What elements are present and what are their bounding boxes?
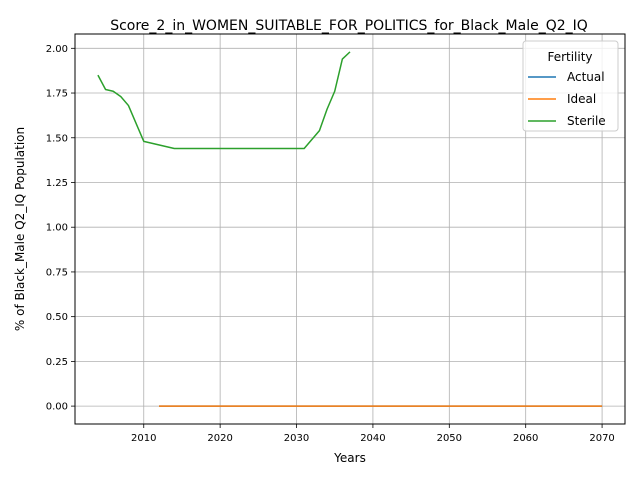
y-axis-label: % of Black_Male Q2_IQ Population [13, 127, 27, 331]
x-tick-label: 2050 [437, 433, 462, 444]
legend-title: Fertility [547, 50, 592, 64]
legend-label-ideal: Ideal [567, 92, 596, 106]
chart-title: Score_2_in_WOMEN_SUITABLE_FOR_POLITICS_f… [110, 18, 588, 34]
x-tick-label: 2040 [360, 433, 385, 444]
y-tick-label: 1.75 [46, 89, 68, 100]
y-tick-label: 2.00 [46, 44, 68, 55]
y-tick-label: 1.00 [46, 223, 68, 234]
y-tick-label: 1.25 [46, 178, 68, 189]
y-tick-label: 0.50 [46, 312, 68, 323]
y-tick-label: 0.25 [46, 357, 68, 368]
x-tick-label: 2030 [284, 433, 309, 444]
y-tick-label: 0.75 [46, 267, 68, 278]
x-tick-label: 2020 [207, 433, 232, 444]
y-tick-label: 0.00 [46, 402, 68, 413]
legend-box [522, 40, 619, 132]
x-tick-label: 2070 [589, 433, 614, 444]
legend-label-actual: Actual [567, 70, 605, 84]
legend-label-sterile: Sterile [567, 114, 606, 128]
axis-ticks: 2010 2020 2030 2040 2050 2060 2070 0.00 0.25 0.50… [46, 44, 615, 444]
x-tick-label: 2010 [131, 433, 156, 444]
series-line-sterile [97, 51, 351, 150]
y-tick-label: 1.50 [46, 133, 68, 144]
legend: Fertility Actual Ideal Sterile [522, 40, 619, 132]
series-lines [97, 51, 603, 407]
x-tick-label: 2060 [513, 433, 538, 444]
plot-frame [74, 33, 626, 425]
x-axis-label: Years [333, 451, 366, 465]
